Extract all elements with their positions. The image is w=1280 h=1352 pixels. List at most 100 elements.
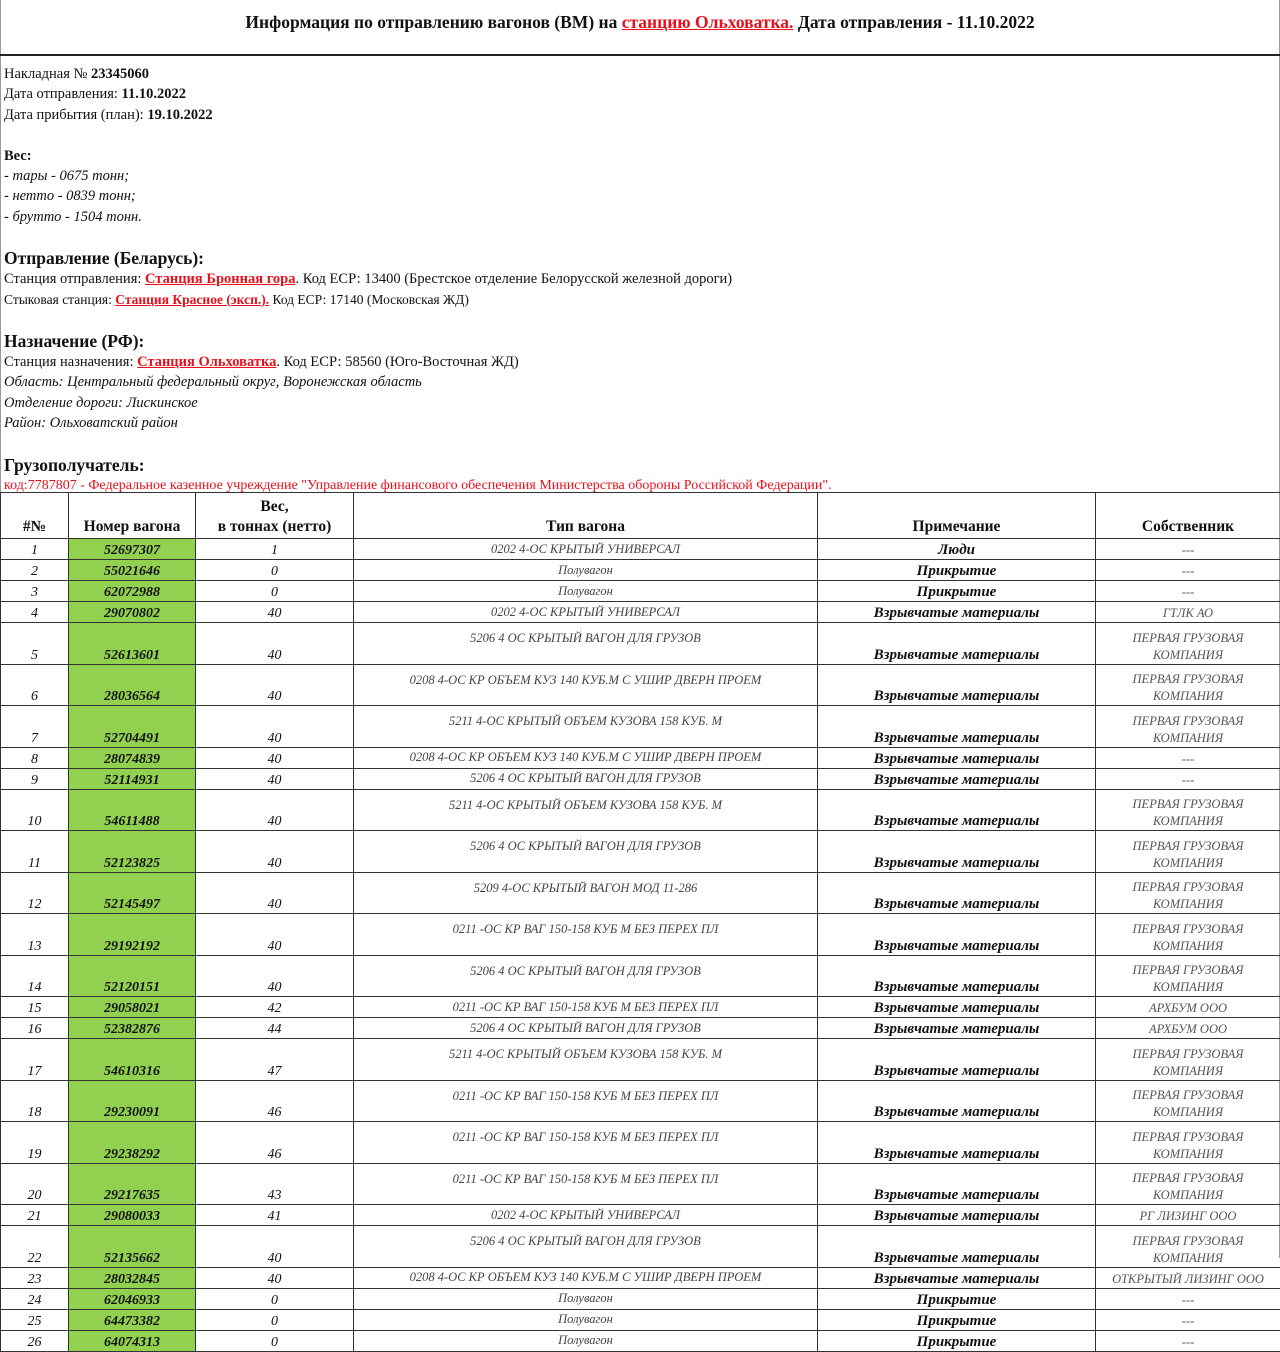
note-cell: Прикрытие — [818, 1330, 1096, 1351]
header-num: #№ — [1, 493, 69, 539]
owner-cell: ПЕРВАЯ ГРУЗОВАЯ КОМПАНИЯ — [1096, 789, 1280, 831]
owner-cell: --- — [1096, 581, 1280, 602]
owner-cell: ПЕРВАЯ ГРУЗОВАЯ КОМПАНИЯ — [1096, 664, 1280, 706]
wagon-number-cell: 52704491 — [69, 706, 196, 748]
owner-text: ПЕРВАЯ ГРУЗОВАЯ КОМПАНИЯ — [1121, 1046, 1256, 1080]
net-weight-cell: 40 — [196, 664, 354, 706]
owner-text: --- — [1182, 563, 1195, 580]
weight-tare: - тары - 0675 тонн; — [4, 166, 832, 186]
wagon-number-cell: 54610316 — [69, 1039, 196, 1081]
owner-text: ПЕРВАЯ ГРУЗОВАЯ КОМПАНИЯ — [1121, 879, 1256, 913]
page-title: Информация по отправлению вагонов (ВМ) н… — [0, 0, 1280, 56]
departure-date-line: Дата отправления: 11.10.2022 — [4, 84, 832, 104]
owner-text: ПЕРВАЯ ГРУЗОВАЯ КОМПАНИЯ — [1121, 962, 1256, 996]
invoice-number: 23345060 — [91, 66, 149, 82]
destination-station-link[interactable]: Станция Ольховатка — [137, 354, 276, 370]
wagon-type-cell: 5211 4-ОС КРЫТЫЙ ОБЪЕМ КУЗОВА 158 КУБ. М — [354, 789, 818, 831]
owner-text: ПЕРВАЯ ГРУЗОВАЯ КОМПАНИЯ — [1121, 630, 1256, 664]
title-station-link[interactable]: станцию Ольховатка. — [622, 12, 794, 32]
net-weight-cell: 1 — [196, 539, 354, 560]
row-number-cell: 17 — [1, 1039, 69, 1081]
departure-station-line: Станция отправления: Станция Бронная гор… — [4, 269, 832, 289]
wagon-number-cell: 52613601 — [69, 623, 196, 665]
wagon-number-cell: 29080033 — [69, 1205, 196, 1226]
row-number-cell: 12 — [1, 872, 69, 914]
note-cell: Взрывчатые материалы — [818, 831, 1096, 873]
net-weight-cell: 47 — [196, 1039, 354, 1081]
destination-region: Область: Центральный федеральный округ, … — [4, 372, 832, 392]
note-cell: Взрывчатые материалы — [818, 706, 1096, 748]
departure-date-value: 11.10.2022 — [122, 86, 186, 102]
owner-cell: --- — [1096, 768, 1280, 789]
net-weight-cell: 0 — [196, 581, 354, 602]
net-weight-cell: 40 — [196, 1226, 354, 1268]
row-number-cell: 10 — [1, 789, 69, 831]
wagon-type-cell: 0202 4-ОС КРЫТЫЙ УНИВЕРСАЛ — [354, 539, 818, 560]
wagon-type-cell: 0208 4-ОС КР ОБЪЕМ КУЗ 140 КУБ.М С УШИР … — [354, 1267, 818, 1288]
net-weight-cell: 40 — [196, 747, 354, 768]
note-cell: Взрывчатые материалы — [818, 1205, 1096, 1226]
owner-cell: ПЕРВАЯ ГРУЗОВАЯ КОМПАНИЯ — [1096, 623, 1280, 665]
row-number-cell: 1 — [1, 539, 69, 560]
wagon-type-cell: 0211 -ОС КР ВАГ 150-158 КУБ М БЕЗ ПЕРЕХ … — [354, 1080, 818, 1122]
wagon-type-cell: 5206 4 ОС КРЫТЫЙ ВАГОН ДЛЯ ГРУЗОВ — [354, 955, 818, 997]
net-weight-cell: 40 — [196, 789, 354, 831]
net-weight-cell: 40 — [196, 768, 354, 789]
wagon-type-cell: 5206 4 ОС КРЫТЫЙ ВАГОН ДЛЯ ГРУЗОВ — [354, 831, 818, 873]
note-cell: Взрывчатые материалы — [818, 955, 1096, 997]
wagon-type-cell: 5206 4 ОС КРЫТЫЙ ВАГОН ДЛЯ ГРУЗОВ — [354, 768, 818, 789]
note-cell: Взрывчатые материалы — [818, 1080, 1096, 1122]
wagon-number-cell: 29058021 — [69, 997, 196, 1018]
net-weight-cell: 41 — [196, 1205, 354, 1226]
header-weight: Вес,в тоннах (нетто) — [196, 493, 354, 539]
owner-cell: --- — [1096, 560, 1280, 581]
weight-net: - нетто - 0839 тонн; — [4, 186, 832, 206]
note-cell: Взрывчатые материалы — [818, 997, 1096, 1018]
row-number-cell: 16 — [1, 1018, 69, 1039]
row-number-cell: 4 — [1, 602, 69, 623]
wagon-number-cell: 54611488 — [69, 789, 196, 831]
owner-text: ОТКРЫТЫЙ ЛИЗИНГ ООО — [1112, 1271, 1264, 1288]
row-number-cell: 24 — [1, 1288, 69, 1309]
owner-cell: ПЕРВАЯ ГРУЗОВАЯ КОМПАНИЯ — [1096, 1226, 1280, 1268]
owner-text: ПЕРВАЯ ГРУЗОВАЯ КОМПАНИЯ — [1121, 1087, 1256, 1121]
header-owner: Собственник — [1096, 493, 1280, 539]
owner-text: --- — [1182, 542, 1195, 559]
departure-station-link[interactable]: Станция Бронная гора — [145, 271, 295, 287]
owner-cell: ПЕРВАЯ ГРУЗОВАЯ КОМПАНИЯ — [1096, 955, 1280, 997]
note-cell: Взрывчатые материалы — [818, 872, 1096, 914]
junction-station-link[interactable]: Станция Красное (эксп.). — [115, 292, 269, 307]
wagon-type-cell: Полувагон — [354, 1309, 818, 1330]
row-number-cell: 7 — [1, 706, 69, 748]
owner-cell: ПЕРВАЯ ГРУЗОВАЯ КОМПАНИЯ — [1096, 831, 1280, 873]
note-cell: Взрывчатые материалы — [818, 664, 1096, 706]
departure-station-details: . Код ЕСР: 13400 (Брестское отделение Бе… — [296, 271, 733, 287]
owner-cell: АРХБУМ ООО — [1096, 997, 1280, 1018]
note-cell: Взрывчатые материалы — [818, 1122, 1096, 1164]
arrival-date-label: Дата прибытия (план): — [4, 107, 147, 123]
row-number-cell: 5 — [1, 623, 69, 665]
owner-text: АРХБУМ ООО — [1149, 1000, 1227, 1017]
note-cell: Прикрытие — [818, 1288, 1096, 1309]
row-number-cell: 23 — [1, 1267, 69, 1288]
wagon-number-cell: 29070802 — [69, 602, 196, 623]
wagon-type-cell: Полувагон — [354, 1288, 818, 1309]
note-cell: Люди — [818, 539, 1096, 560]
table-header-row: #№ Номер вагона Вес,в тоннах (нетто) Тип… — [1, 493, 1280, 539]
row-number-cell: 15 — [1, 997, 69, 1018]
arrival-date-line: Дата прибытия (план): 19.10.2022 — [4, 105, 832, 125]
net-weight-cell: 43 — [196, 1163, 354, 1205]
junction-station-line: Стыковая станция: Станция Красное (эксп.… — [4, 290, 832, 310]
wagon-type-cell: Полувагон — [354, 1330, 818, 1351]
wagon-number-cell: 28074839 — [69, 747, 196, 768]
departure-heading: Отправление (Беларусь): — [4, 247, 832, 269]
